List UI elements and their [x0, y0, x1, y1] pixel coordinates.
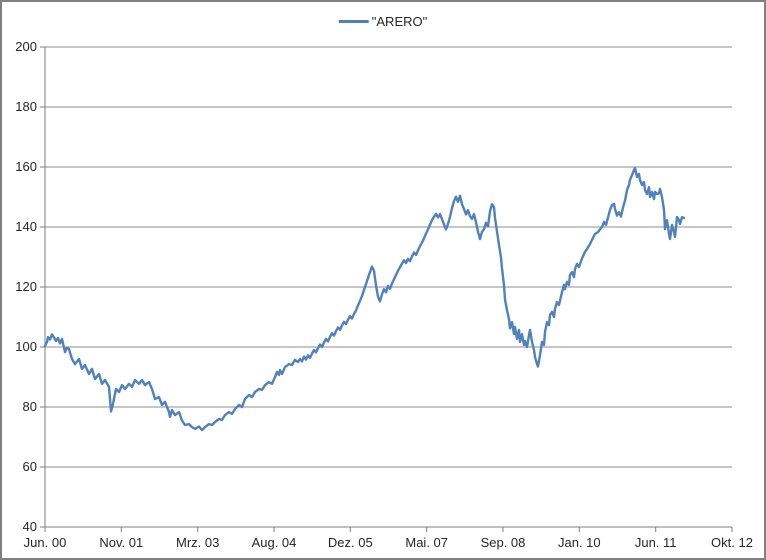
y-axis-label: 80: [23, 399, 37, 414]
x-axis-label: Mai. 07: [405, 535, 448, 550]
x-axis-label: Mrz. 03: [176, 535, 219, 550]
x-axis-label: Dez. 05: [328, 535, 373, 550]
series-line-arero: [43, 166, 686, 432]
x-axis-label: Jun. 00: [24, 535, 67, 550]
y-axis-label: 160: [15, 159, 37, 174]
y-axis-label: 100: [15, 339, 37, 354]
legend: "ARERO": [338, 14, 428, 29]
legend-label: "ARERO": [371, 14, 428, 29]
y-axis-label: 120: [15, 279, 37, 294]
y-axis-label: 180: [15, 99, 37, 114]
y-axis-label: 40: [23, 519, 37, 534]
x-axis-label: Nov. 01: [99, 535, 143, 550]
x-axis-label: Sep. 08: [481, 535, 526, 550]
y-axis-label: 140: [15, 219, 37, 234]
x-axis-label: Jan. 10: [558, 535, 601, 550]
y-axis-label: 60: [23, 459, 37, 474]
x-axis-label: Okt. 12: [711, 535, 753, 550]
x-axis-label: Aug. 04: [252, 535, 297, 550]
x-axis-label: Jun. 11: [635, 535, 677, 550]
y-axis-label: 200: [15, 39, 37, 54]
legend-line-swatch: [338, 20, 369, 23]
